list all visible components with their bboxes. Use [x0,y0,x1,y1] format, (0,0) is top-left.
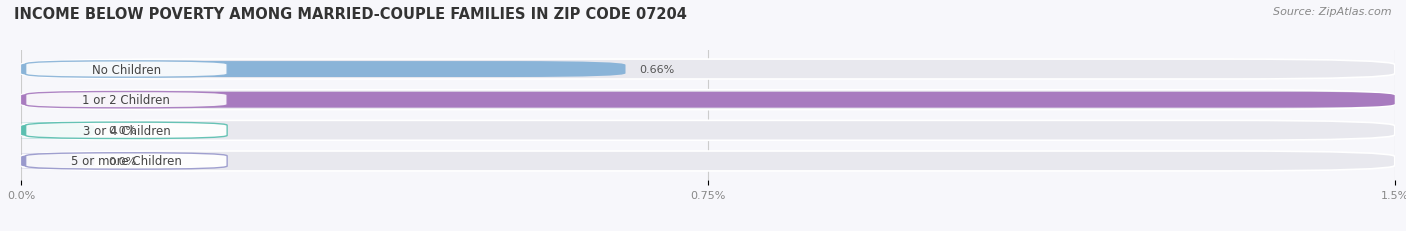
Text: 0.0%: 0.0% [108,126,136,136]
Text: 3 or 4 Children: 3 or 4 Children [83,124,170,137]
Text: Source: ZipAtlas.com: Source: ZipAtlas.com [1274,7,1392,17]
FancyBboxPatch shape [25,153,228,169]
FancyBboxPatch shape [21,121,1395,141]
FancyBboxPatch shape [21,90,1395,110]
FancyBboxPatch shape [21,62,626,78]
FancyBboxPatch shape [25,62,228,78]
FancyBboxPatch shape [25,92,228,108]
Text: 0.0%: 0.0% [108,156,136,166]
Text: No Children: No Children [91,63,160,76]
FancyBboxPatch shape [0,153,131,169]
Text: 0.66%: 0.66% [640,65,675,75]
Text: 5 or more Children: 5 or more Children [70,155,181,168]
Text: INCOME BELOW POVERTY AMONG MARRIED-COUPLE FAMILIES IN ZIP CODE 07204: INCOME BELOW POVERTY AMONG MARRIED-COUPL… [14,7,688,22]
FancyBboxPatch shape [0,123,131,139]
FancyBboxPatch shape [21,60,1395,80]
FancyBboxPatch shape [25,123,228,139]
Text: 1 or 2 Children: 1 or 2 Children [83,94,170,107]
FancyBboxPatch shape [21,92,1395,108]
FancyBboxPatch shape [21,151,1395,171]
